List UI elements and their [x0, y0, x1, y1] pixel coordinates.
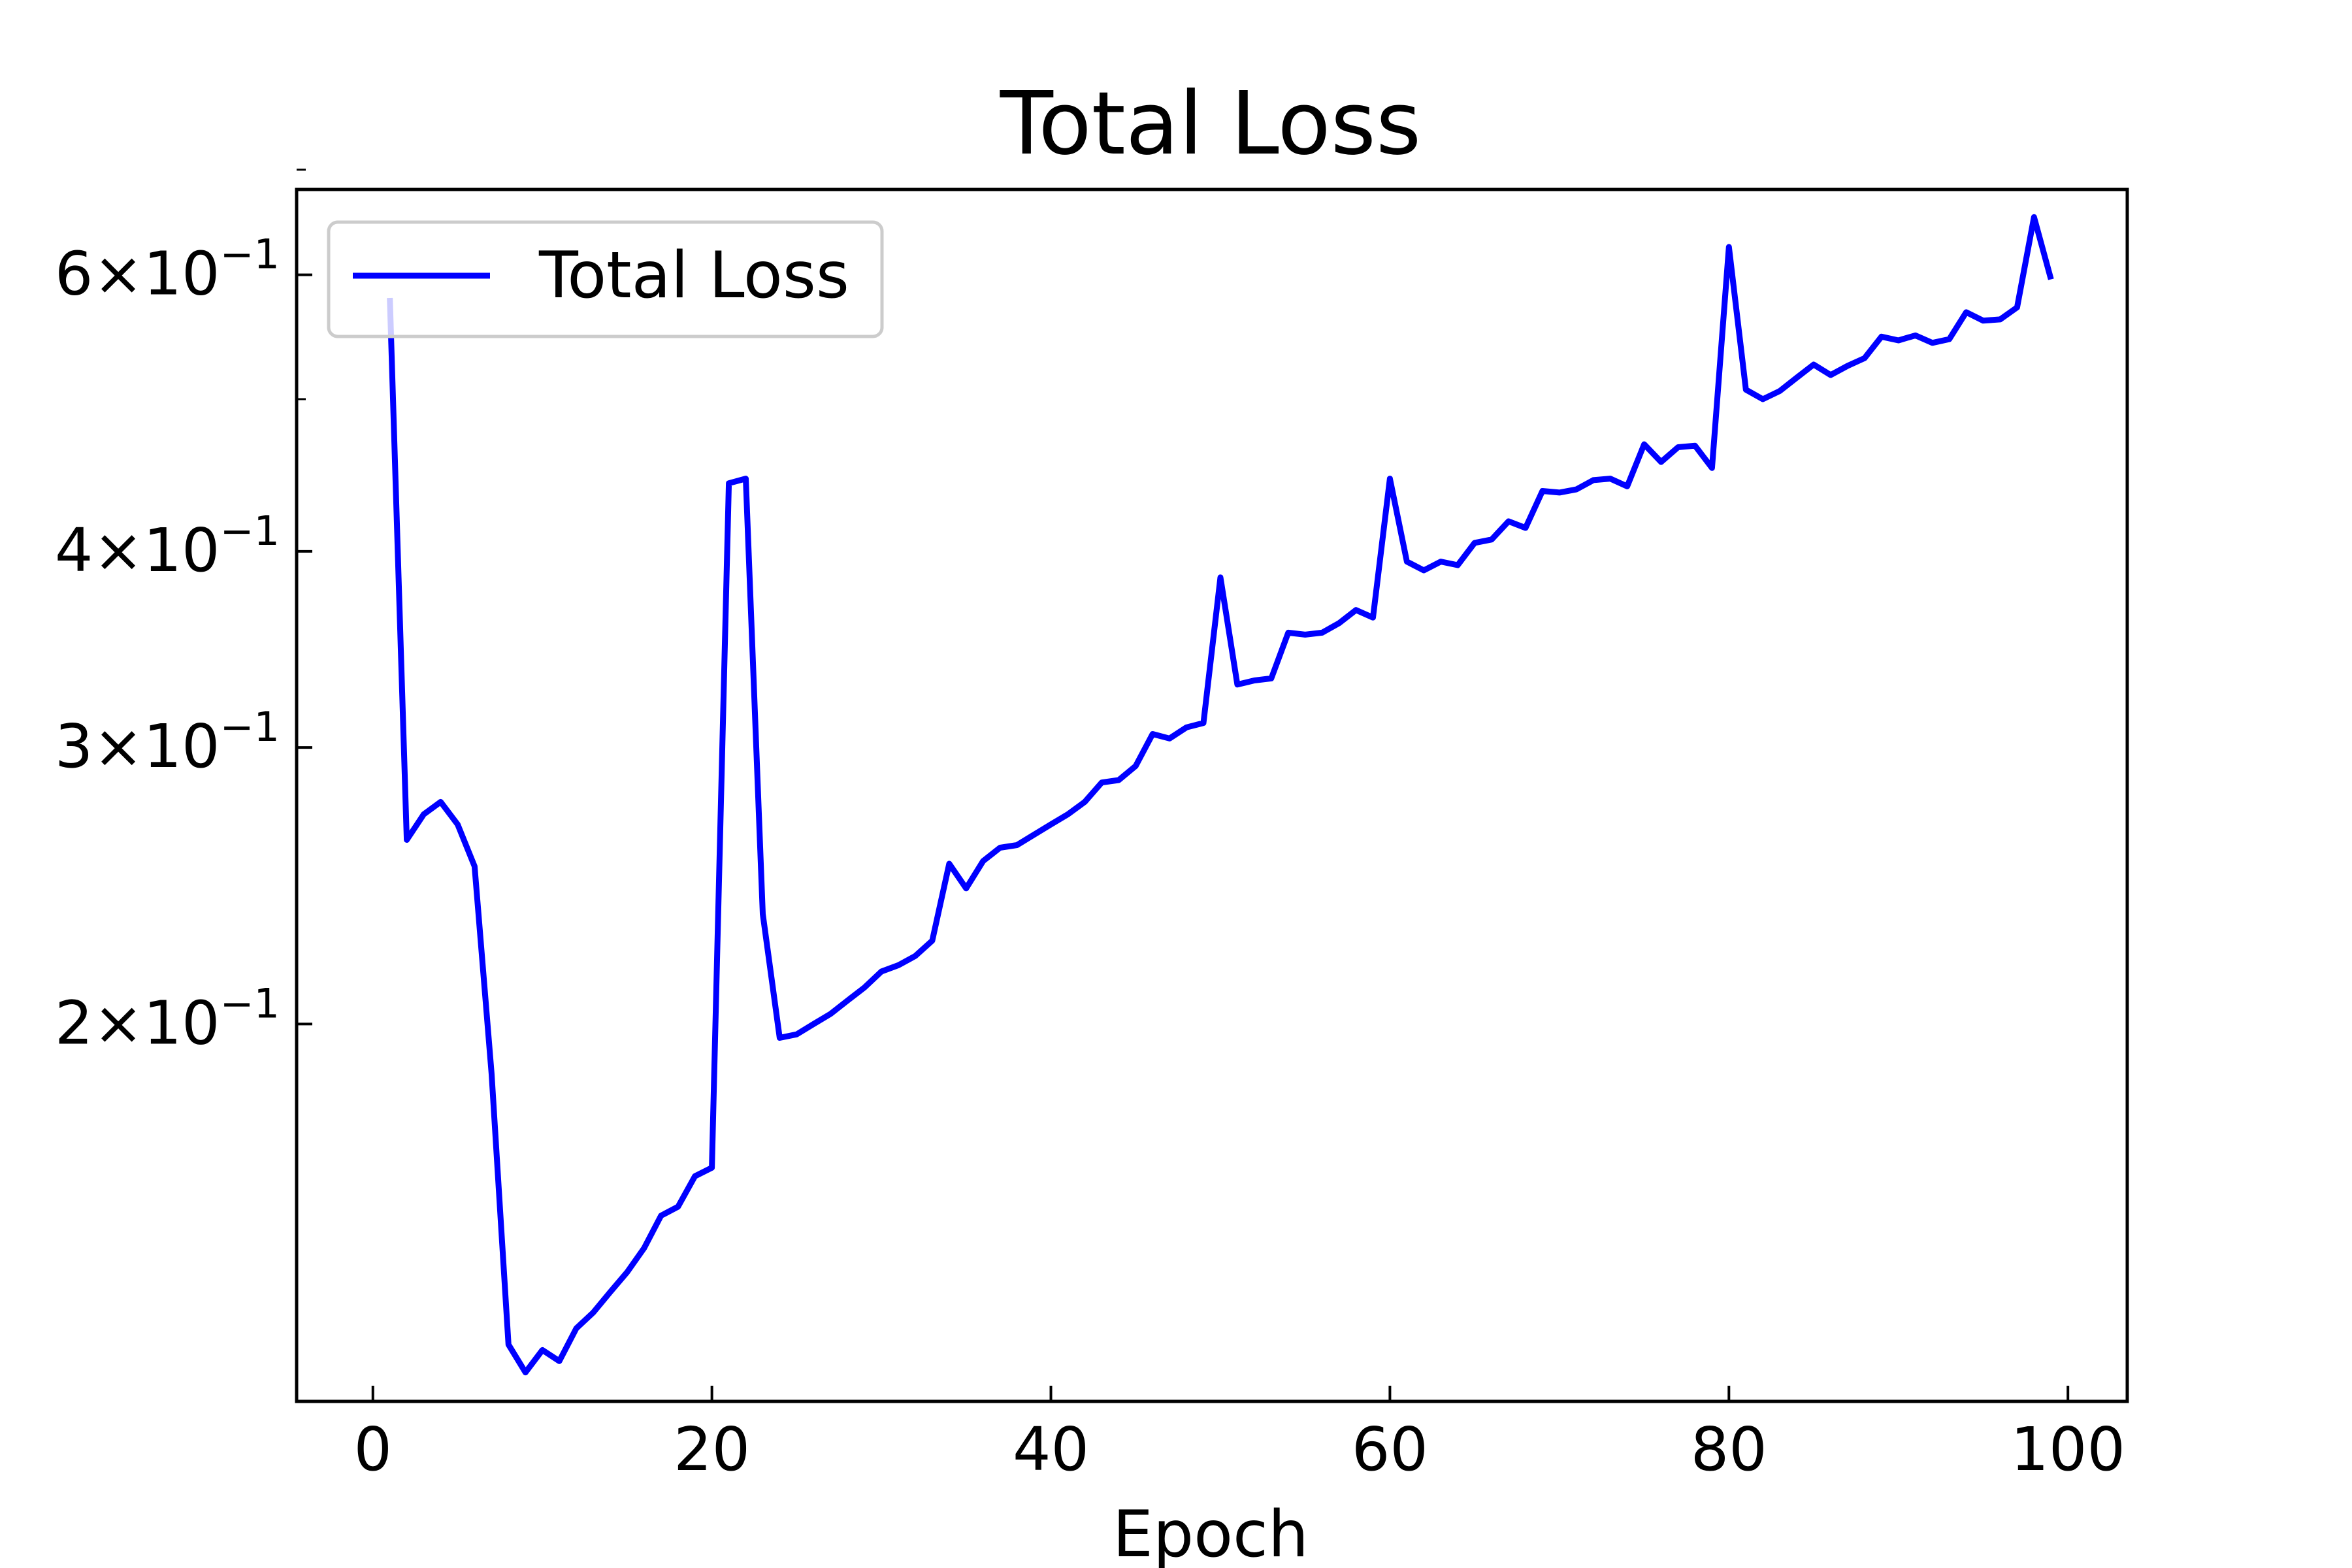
- x-axis-ticks: 0 20 40 60 80 100: [353, 1386, 2125, 1484]
- y-axis-ticks: 2×10−1 3×10−1 4×10−1 6×10−1: [55, 169, 312, 1058]
- x-axis-label: Epoch: [1113, 1497, 1309, 1568]
- y-tick-label: 6×10−1: [55, 231, 280, 309]
- legend: Total Loss: [327, 220, 884, 338]
- x-tick-label: 80: [1691, 1414, 1767, 1484]
- y-tick-label: 4×10−1: [55, 507, 280, 585]
- legend-label-total-loss: Total Loss: [538, 238, 849, 313]
- series-line-total-loss: [387, 214, 2054, 1376]
- y-tick-label: 2×10−1: [55, 979, 280, 1058]
- legend-box: [327, 220, 884, 338]
- plot-area: [387, 214, 2054, 1376]
- x-tick-label: 0: [353, 1414, 392, 1484]
- plot-frame: [295, 188, 2129, 1403]
- x-tick-label: 40: [1013, 1414, 1089, 1484]
- x-tick-label: 20: [674, 1414, 750, 1484]
- x-tick-label: 100: [2010, 1414, 2125, 1484]
- x-tick-label: 60: [1352, 1414, 1428, 1484]
- chart-title: Total Loss: [1000, 74, 1422, 174]
- y-tick-label: 3×10−1: [55, 703, 280, 781]
